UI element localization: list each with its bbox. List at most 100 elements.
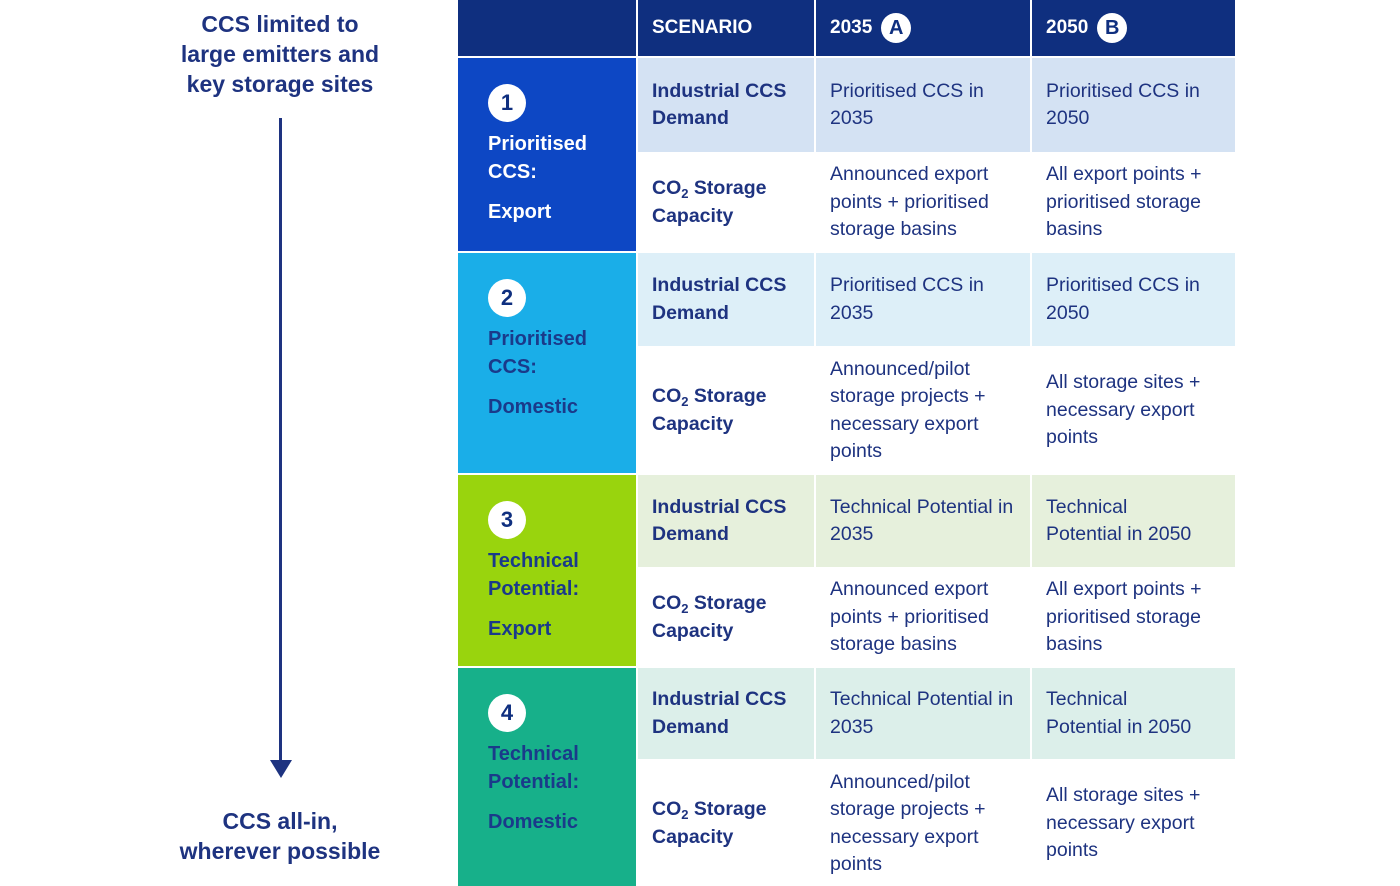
cell-storage-2035: Announced/pilot storage projects + neces… bbox=[816, 348, 1030, 473]
subscript-2: 2 bbox=[681, 601, 689, 616]
scenario-4-block: 4 Technical Potential: Domestic bbox=[458, 668, 636, 886]
cell-text: Technical Potential in 2035 bbox=[830, 688, 1014, 738]
co-text: CO bbox=[652, 385, 682, 407]
cell-demand-2050: Technical Potential in 2050 bbox=[1032, 475, 1235, 567]
cell-storage-2050: All storage sites + necessary export poi… bbox=[1032, 761, 1235, 886]
cell-text: Prioritised CCS in 2035 bbox=[830, 79, 984, 130]
scenario-3-block: 3 Technical Potential: Export bbox=[458, 475, 636, 666]
row-label-line: Demand bbox=[652, 715, 729, 738]
cell-text: All export points + prioritised storage … bbox=[1046, 578, 1202, 656]
row-label-storage: CO2 Storage Capacity bbox=[638, 761, 814, 886]
cell-text: Prioritised CCS in 2050 bbox=[1046, 274, 1200, 324]
row-label-line: CO2 Storage bbox=[652, 590, 800, 618]
header-scenario-label: SCENARIO bbox=[652, 17, 753, 38]
cell-text: Announced export points + prioritised st… bbox=[830, 163, 989, 241]
cell-text: Announced export points + prioritised st… bbox=[830, 578, 989, 656]
subscript-2: 2 bbox=[681, 394, 689, 409]
row-label-line: Industrial CCS bbox=[652, 688, 787, 710]
scenario-title-line: Potential: bbox=[488, 578, 580, 600]
scenario-number-badge: 1 bbox=[488, 84, 526, 122]
cell-demand-2035: Technical Potential in 2035 bbox=[816, 475, 1030, 567]
row-label-line: Industrial CCS bbox=[652, 79, 787, 102]
subscript-2: 2 bbox=[681, 186, 689, 201]
storage-text: Storage bbox=[688, 592, 767, 614]
row-label-line: Capacity bbox=[652, 204, 734, 227]
cell-demand-2035: Prioritised CCS in 2035 bbox=[816, 58, 1030, 152]
spectrum-bottom-line: wherever possible bbox=[179, 838, 381, 864]
row-label-demand: Industrial CCS Demand bbox=[638, 253, 814, 346]
cell-text: All export points + prioritised storage … bbox=[1046, 163, 1202, 241]
header-2050-badge: B bbox=[1097, 13, 1128, 43]
row-label-line: Demand bbox=[652, 107, 729, 129]
cell-text: All storage sites + necessary export poi… bbox=[1046, 784, 1201, 862]
cell-text: Announced/pilot storage projects + neces… bbox=[830, 357, 986, 463]
spectrum-top-line: large emitters and bbox=[180, 41, 380, 67]
row-label-line: Demand bbox=[652, 301, 729, 324]
row-label-line: Industrial CCS bbox=[652, 274, 787, 296]
header-2035-label: 2035 bbox=[830, 17, 873, 38]
header-2035-badge: A bbox=[881, 13, 912, 43]
scenario-1-block: 1 Prioritised CCS: Export bbox=[458, 58, 636, 251]
row-label-demand: Industrial CCS Demand bbox=[638, 475, 814, 567]
header-2050-label: 2050 bbox=[1046, 17, 1089, 38]
spectrum-top-label: CCS limited to large emitters and key st… bbox=[130, 9, 430, 99]
co-text: CO bbox=[652, 798, 682, 820]
row-label-storage: CO2 Storage Capacity bbox=[638, 348, 814, 473]
storage-text: Storage bbox=[688, 177, 767, 199]
scenario-number-badge: 4 bbox=[488, 694, 526, 732]
co-text: CO bbox=[652, 177, 682, 199]
cell-text: Announced/pilot storage projects + neces… bbox=[830, 770, 986, 876]
scenario-title-line: Potential: bbox=[488, 771, 580, 793]
cell-text: Technical Potential in 2035 bbox=[830, 495, 1014, 546]
scenario-subtitle: Export bbox=[488, 201, 552, 223]
row-label-line: Capacity bbox=[652, 825, 734, 848]
row-label-line: CO2 Storage bbox=[652, 796, 800, 824]
scenario-number-badge: 3 bbox=[488, 501, 526, 539]
scenario-title-line: Prioritised bbox=[488, 328, 587, 350]
cell-text: Technical Potential in 2050 bbox=[1046, 495, 1192, 546]
cell-demand-2050: Prioritised CCS in 2050 bbox=[1032, 253, 1235, 346]
cell-demand-2050: Prioritised CCS in 2050 bbox=[1032, 58, 1235, 152]
row-label-line: Industrial CCS bbox=[652, 495, 787, 518]
scenario-title-line: Technical bbox=[488, 743, 579, 765]
cell-storage-2035: Announced/pilot storage projects + neces… bbox=[816, 761, 1030, 886]
spectrum-bottom-line: CCS all-in, bbox=[222, 808, 338, 834]
header-2035: 2035 A bbox=[816, 0, 1030, 56]
row-label-line: Capacity bbox=[652, 619, 734, 642]
row-label-demand: Industrial CCS Demand bbox=[638, 668, 814, 759]
scenario-number-badge: 2 bbox=[488, 279, 526, 317]
cell-text: Prioritised CCS in 2050 bbox=[1046, 79, 1200, 130]
subscript-2: 2 bbox=[681, 807, 689, 822]
co-text: CO bbox=[652, 592, 682, 614]
cell-demand-2050: Technical Potential in 2050 bbox=[1032, 668, 1235, 759]
cell-storage-2035: Announced export points + prioritised st… bbox=[816, 569, 1030, 666]
storage-text: Storage bbox=[688, 798, 767, 820]
cell-storage-2050: All export points + prioritised storage … bbox=[1032, 154, 1235, 251]
scenario-title-line: Prioritised bbox=[488, 133, 587, 155]
cell-text: All storage sites + necessary export poi… bbox=[1046, 371, 1201, 449]
scenario-subtitle: Domestic bbox=[488, 811, 579, 833]
scenario-table: SCENARIO 2035 A 2050 B 1 Prioritised CCS: … bbox=[458, 0, 1235, 886]
header-corner bbox=[458, 0, 636, 56]
header-scenario: SCENARIO bbox=[638, 0, 814, 56]
scenario-subtitle: Domestic bbox=[488, 396, 579, 418]
cell-storage-2035: Announced export points + prioritised st… bbox=[816, 154, 1030, 251]
cell-demand-2035: Technical Potential in 2035 bbox=[816, 668, 1030, 759]
spectrum-arrow-shaft bbox=[279, 118, 282, 765]
row-label-demand: Industrial CCS Demand bbox=[638, 58, 814, 152]
cell-demand-2035: Prioritised CCS in 2035 bbox=[816, 253, 1030, 346]
cell-text: Prioritised CCS in 2035 bbox=[830, 274, 984, 324]
spectrum-top-line: key storage sites bbox=[186, 71, 374, 97]
row-label-line: Demand bbox=[652, 523, 729, 545]
spectrum-top-line: CCS limited to bbox=[201, 11, 359, 37]
scenario-title-line: CCS: bbox=[488, 356, 537, 378]
scenario-title-line: CCS: bbox=[488, 161, 537, 183]
row-label-line: CO2 Storage bbox=[652, 383, 800, 411]
cell-storage-2050: All export points + prioritised storage … bbox=[1032, 569, 1235, 666]
scenario-title-line: Technical bbox=[488, 550, 579, 572]
storage-text: Storage bbox=[688, 385, 767, 407]
row-label-line: CO2 Storage bbox=[652, 175, 800, 203]
scenario-2-block: 2 Prioritised CCS: Domestic bbox=[458, 253, 636, 473]
cell-storage-2050: All storage sites + necessary export poi… bbox=[1032, 348, 1235, 473]
scenario-subtitle: Export bbox=[488, 618, 552, 640]
